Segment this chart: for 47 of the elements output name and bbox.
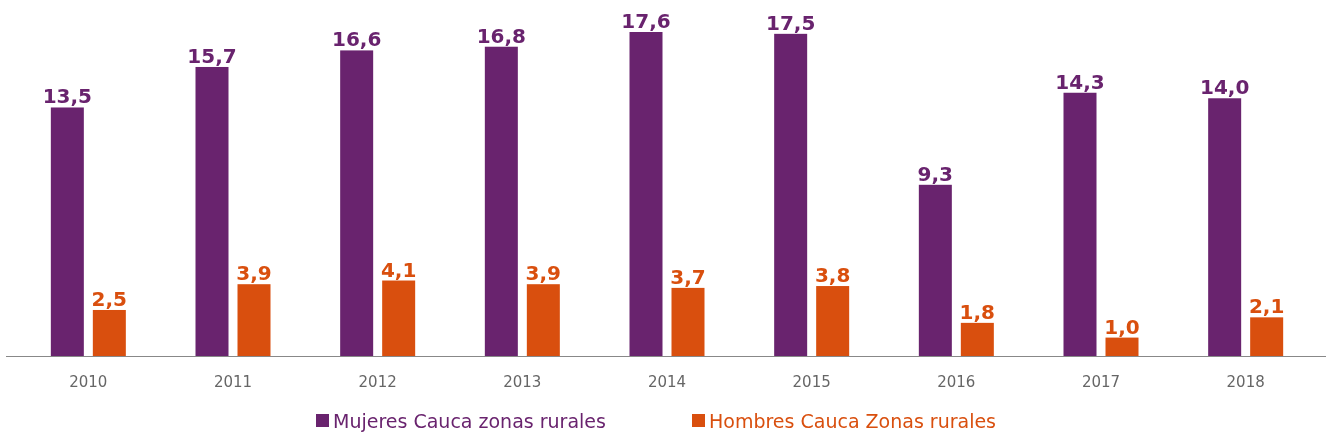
bar: [1105, 337, 1139, 356]
x-tick-label: 2017: [1081, 373, 1121, 391]
data-label: 2,1: [1248, 294, 1285, 319]
data-label: 3,9: [236, 261, 272, 286]
bar: [629, 32, 663, 356]
bar: [918, 184, 952, 356]
data-label: 14,0: [1199, 75, 1250, 100]
bar: [484, 46, 518, 356]
data-label: 16,8: [476, 23, 527, 48]
bar: [526, 284, 560, 356]
x-tick-label: 2011: [213, 373, 253, 391]
data-label: 1,0: [1104, 314, 1140, 339]
data-label: 1,8: [959, 299, 996, 324]
legend-label: Mujeres Cauca zonas rurales: [333, 410, 606, 432]
data-label: 13,5: [42, 84, 93, 109]
bar: [1063, 92, 1097, 356]
x-tick-label: 2013: [503, 373, 542, 391]
data-label: 14,3: [1055, 69, 1105, 94]
data-label: 3,9: [525, 261, 562, 286]
bar: [1208, 98, 1242, 356]
data-label: 16,6: [331, 27, 382, 52]
bar: [671, 287, 705, 356]
bar: [774, 33, 808, 356]
bar: [816, 286, 850, 356]
data-label: 2,5: [91, 286, 128, 311]
x-tick-label: 2018: [1226, 373, 1265, 391]
data-label: 3,7: [670, 264, 706, 289]
bar: [92, 309, 126, 356]
bar: [237, 284, 271, 356]
bar: [195, 66, 229, 356]
legend-label: Hombres Cauca Zonas rurales: [709, 410, 997, 432]
data-label: 17,5: [765, 10, 816, 35]
data-label: 9,3: [917, 161, 954, 186]
data-label: 3,8: [814, 263, 851, 288]
bar: [960, 322, 994, 356]
bar: [1250, 317, 1284, 356]
data-label: 4,1: [380, 257, 417, 282]
x-tick-label: 2010: [69, 373, 108, 391]
bar: [340, 50, 374, 356]
bar: [50, 107, 84, 356]
bar: [382, 280, 416, 356]
x-tick-label: 2016: [937, 373, 976, 391]
data-label: 17,6: [621, 9, 671, 33]
x-tick-label: 2015: [792, 373, 831, 391]
x-tick-label: 2014: [647, 373, 687, 391]
data-label: 15,7: [187, 43, 237, 68]
x-tick-label: 2012: [358, 373, 397, 391]
